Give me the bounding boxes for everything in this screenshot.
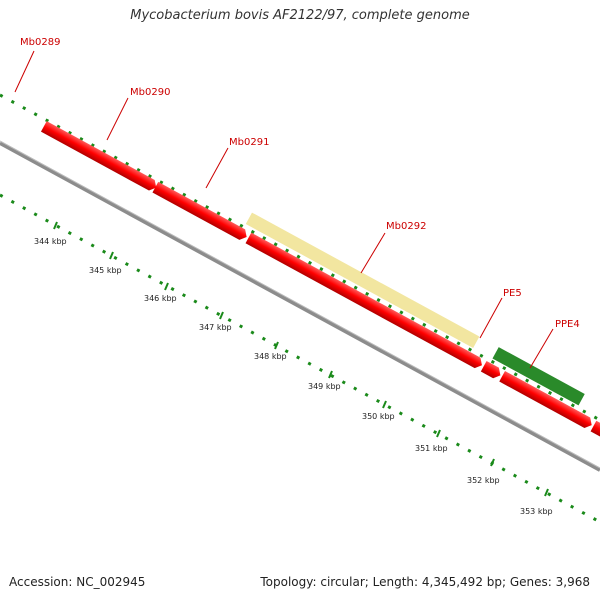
backbone-line <box>0 141 600 472</box>
map-title: Mycobacterium bovis AF2122/97, complete … <box>130 8 470 23</box>
kbp-label: 348 kbp <box>254 352 287 361</box>
leader-mb0291 <box>205 147 229 189</box>
leader-ppe4 <box>529 328 554 369</box>
accession-text: Accession: NC_002945 <box>9 575 146 589</box>
gene-red-1[interactable] <box>40 121 159 193</box>
gene-label: Mb0292 <box>386 221 426 232</box>
leader-mb0289 <box>14 50 35 93</box>
kbp-label: 351 kbp <box>415 444 448 453</box>
kbp-label: 350 kbp <box>362 412 395 421</box>
gene-red-3[interactable] <box>245 232 485 371</box>
kbp-label: 345 kbp <box>89 266 122 275</box>
kbp-label: 353 kbp <box>520 507 553 516</box>
leader-mb0290 <box>106 97 129 141</box>
gene-red-2[interactable] <box>152 181 249 242</box>
gene-green[interactable] <box>492 347 585 406</box>
gene-label: Mb0291 <box>229 137 269 148</box>
gene-red-5[interactable] <box>499 371 594 430</box>
kbp-label: 349 kbp <box>308 382 341 391</box>
gene-red-6[interactable] <box>590 420 600 441</box>
kbp-label: 352 kbp <box>467 476 500 485</box>
leader-mb0292 <box>360 232 386 274</box>
gene-yellow[interactable] <box>245 212 480 348</box>
gene-red-4[interactable] <box>480 360 503 381</box>
gene-label: PE5 <box>503 288 522 299</box>
major-ticks <box>53 221 549 497</box>
gene-label: Mb0290 <box>130 87 170 98</box>
leader-pe5 <box>479 297 503 339</box>
kbp-label: 347 kbp <box>199 323 232 332</box>
gene-label: PPE4 <box>555 319 580 330</box>
outer-tick-ring <box>0 93 600 422</box>
gene-label: Mb0289 <box>20 37 60 48</box>
topology-text: Topology: circular; Length: 4,345,492 bp… <box>260 575 590 589</box>
kbp-label: 344 kbp <box>34 237 67 246</box>
kbp-label: 346 kbp <box>144 294 177 303</box>
